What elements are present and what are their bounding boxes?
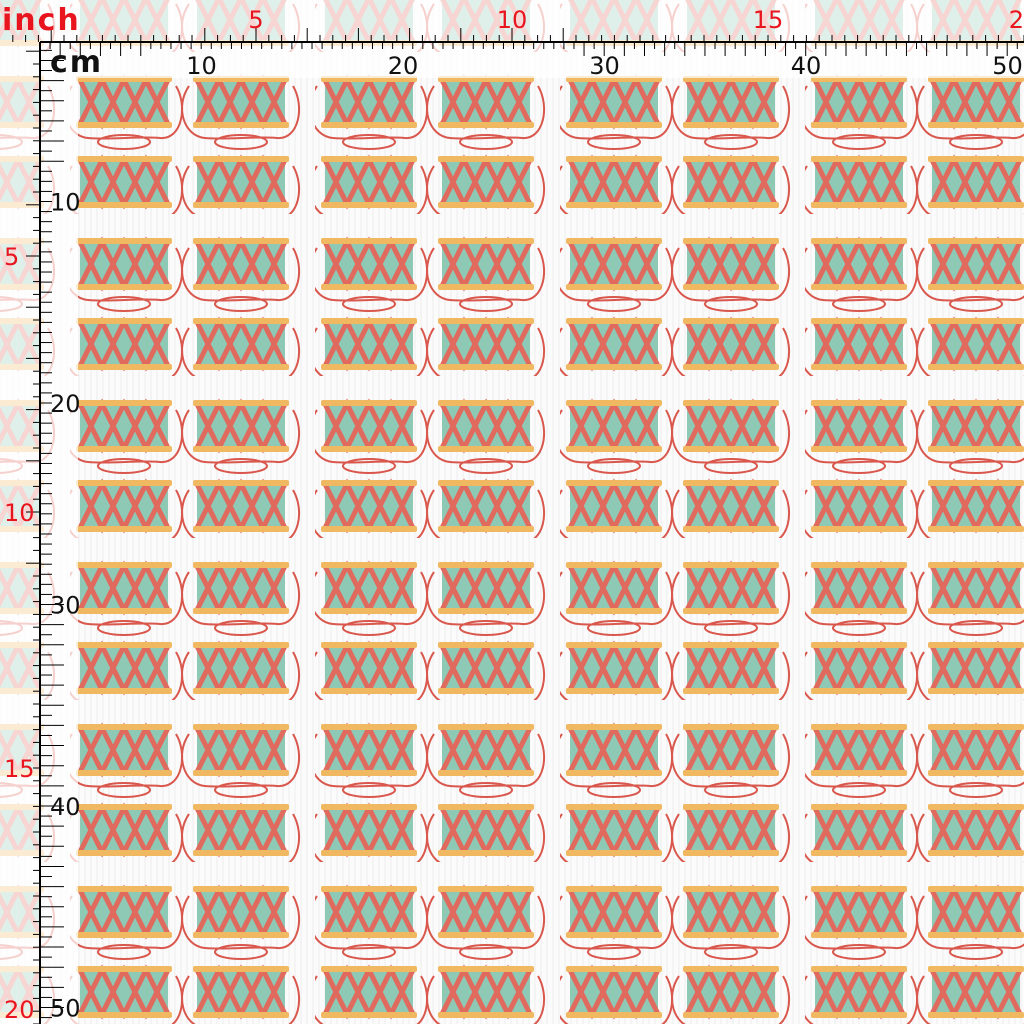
cm-label: 40 [50,793,81,821]
inch-label: 15 [753,6,784,34]
cm-unit: cm [50,45,103,80]
cm-label: 30 [50,592,81,620]
cm-label: 40 [791,52,822,80]
cm-label: 30 [589,52,620,80]
inch-label: 10 [497,6,528,34]
ruler-ticks [12,28,1024,1024]
cm-label: 50 [992,52,1023,80]
inch-unit: inch [2,3,81,38]
inch-label: 15 [4,755,35,783]
cm-label: 20 [50,390,81,418]
cm-label: 10 [186,52,217,80]
cm-label: 20 [388,52,419,80]
inch-label: 20 [1009,6,1024,34]
inch-label: 5 [248,6,263,34]
inch-label: 10 [4,499,35,527]
cm-label: 10 [50,189,81,217]
inch-label: 20 [4,996,35,1024]
cm-label: 50 [50,995,81,1023]
inch-label: 5 [4,243,19,271]
